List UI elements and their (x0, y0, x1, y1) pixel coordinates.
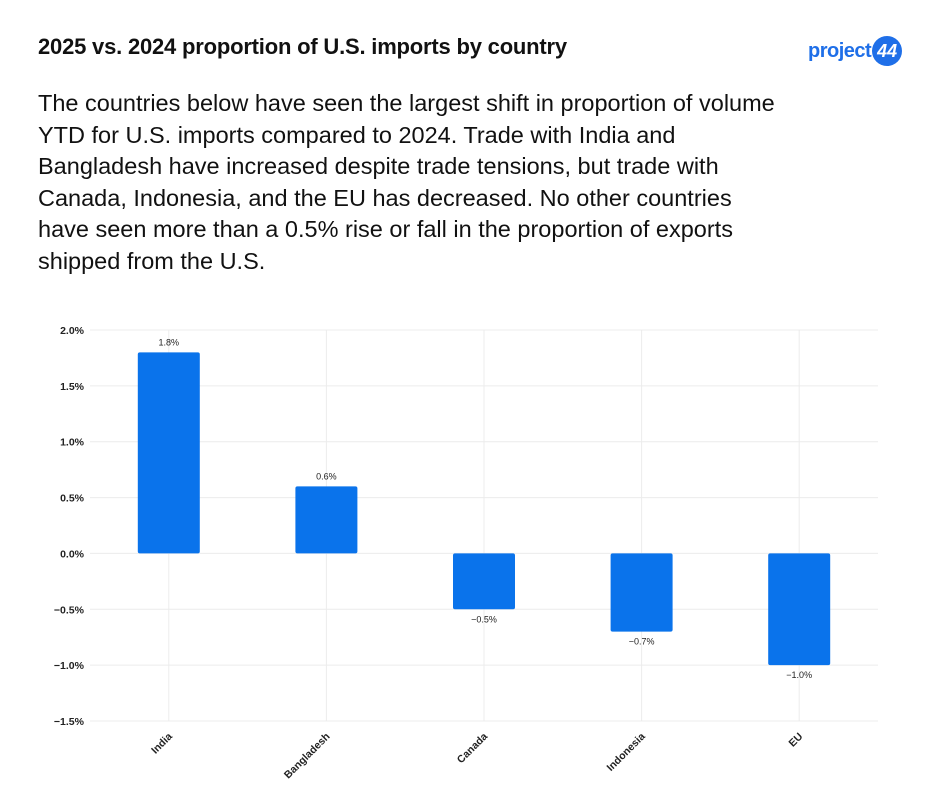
x-axis: India Bangladesh Canada Indonesia EU (149, 731, 805, 782)
y-tick-label: 1.0% (60, 437, 85, 449)
x-tick-label: Indonesia (605, 731, 648, 774)
x-tick-label: Bangladesh (282, 731, 333, 782)
y-tick-label: 1.5% (60, 381, 85, 393)
bar-india (137, 352, 200, 554)
grid-lines (90, 329, 878, 722)
data-label: 1.8% (159, 337, 180, 347)
brand-logo: project 44 (808, 36, 903, 66)
y-tick-label: 2.0% (60, 325, 85, 337)
y-tick-label: −1.5% (54, 716, 85, 728)
bars (137, 352, 831, 666)
bar-eu (768, 553, 831, 666)
y-tick-label: −0.5% (54, 604, 85, 616)
bar-bangladesh (295, 486, 358, 554)
chart-description: The countries below have seen the larges… (38, 90, 775, 274)
logo-badge-icon: 44 (872, 36, 903, 66)
logo-wordmark: project (808, 39, 872, 62)
bar-canada (453, 553, 515, 610)
y-axis: 2.0% 1.5% 1.0% 0.5% 0.0% −0.5% −1.0% −1.5% (54, 325, 85, 728)
bar-chart: 2.0% 1.5% 1.0% 0.5% 0.0% −0.5% −1.0% −1.5% 1.8%… (54, 325, 878, 782)
bar-indonesia (610, 553, 673, 632)
data-label: 0.6% (316, 471, 337, 481)
data-labels: 1.8% 0.6% −0.5% −0.7% −1.0% (159, 337, 813, 680)
data-label: −0.7% (629, 637, 655, 647)
x-tick-label: Canada (455, 731, 490, 766)
data-label: −0.5% (471, 614, 497, 624)
x-tick-label: EU (787, 731, 806, 750)
data-label: −1.0% (786, 670, 812, 680)
chart-title: 2025 vs. 2024 proportion of U.S. imports… (38, 34, 567, 59)
y-tick-label: −1.0% (54, 660, 85, 672)
y-tick-label: 0.5% (60, 493, 85, 505)
y-tick-label: 0.0% (60, 548, 85, 560)
x-tick-label: India (149, 731, 175, 757)
